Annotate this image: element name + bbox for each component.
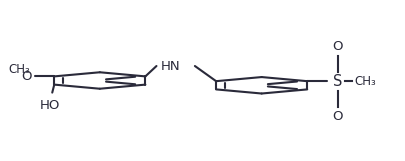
Text: O: O	[21, 70, 32, 83]
Text: CH₃: CH₃	[354, 75, 375, 88]
Text: CH₃: CH₃	[8, 63, 30, 76]
Text: O: O	[332, 110, 342, 123]
Text: O: O	[332, 40, 342, 52]
Text: S: S	[332, 74, 341, 89]
Text: HN: HN	[160, 60, 180, 72]
Text: HO: HO	[40, 99, 60, 112]
